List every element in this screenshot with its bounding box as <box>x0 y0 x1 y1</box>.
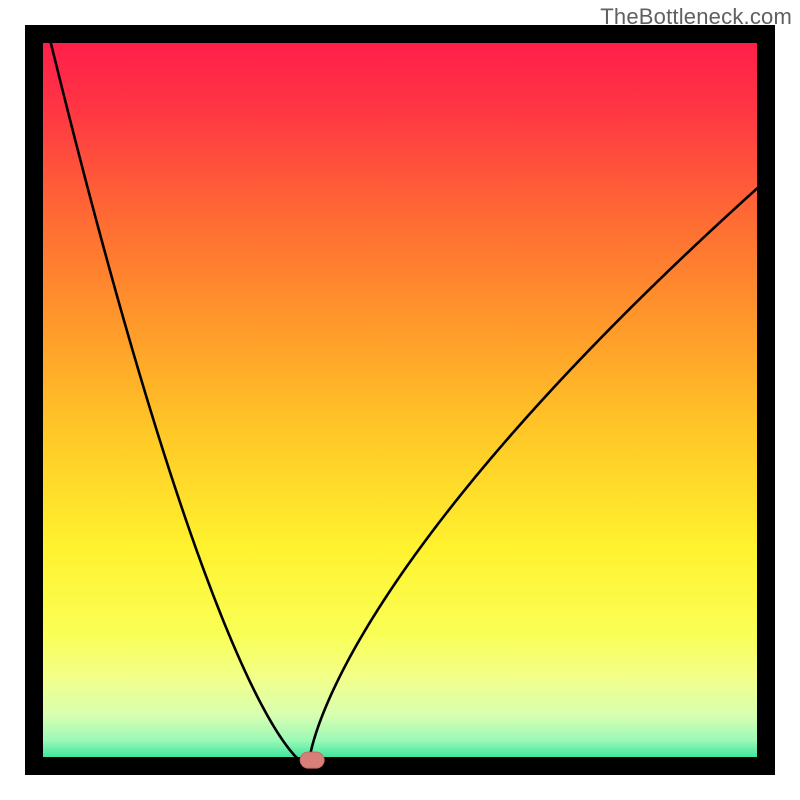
bottleneck-chart <box>0 0 800 800</box>
plot-background <box>34 34 766 766</box>
optimal-point-marker <box>300 752 324 768</box>
chart-container: { "watermark": { "text": "TheBottleneck.… <box>0 0 800 800</box>
watermark-text: TheBottleneck.com <box>600 4 792 30</box>
